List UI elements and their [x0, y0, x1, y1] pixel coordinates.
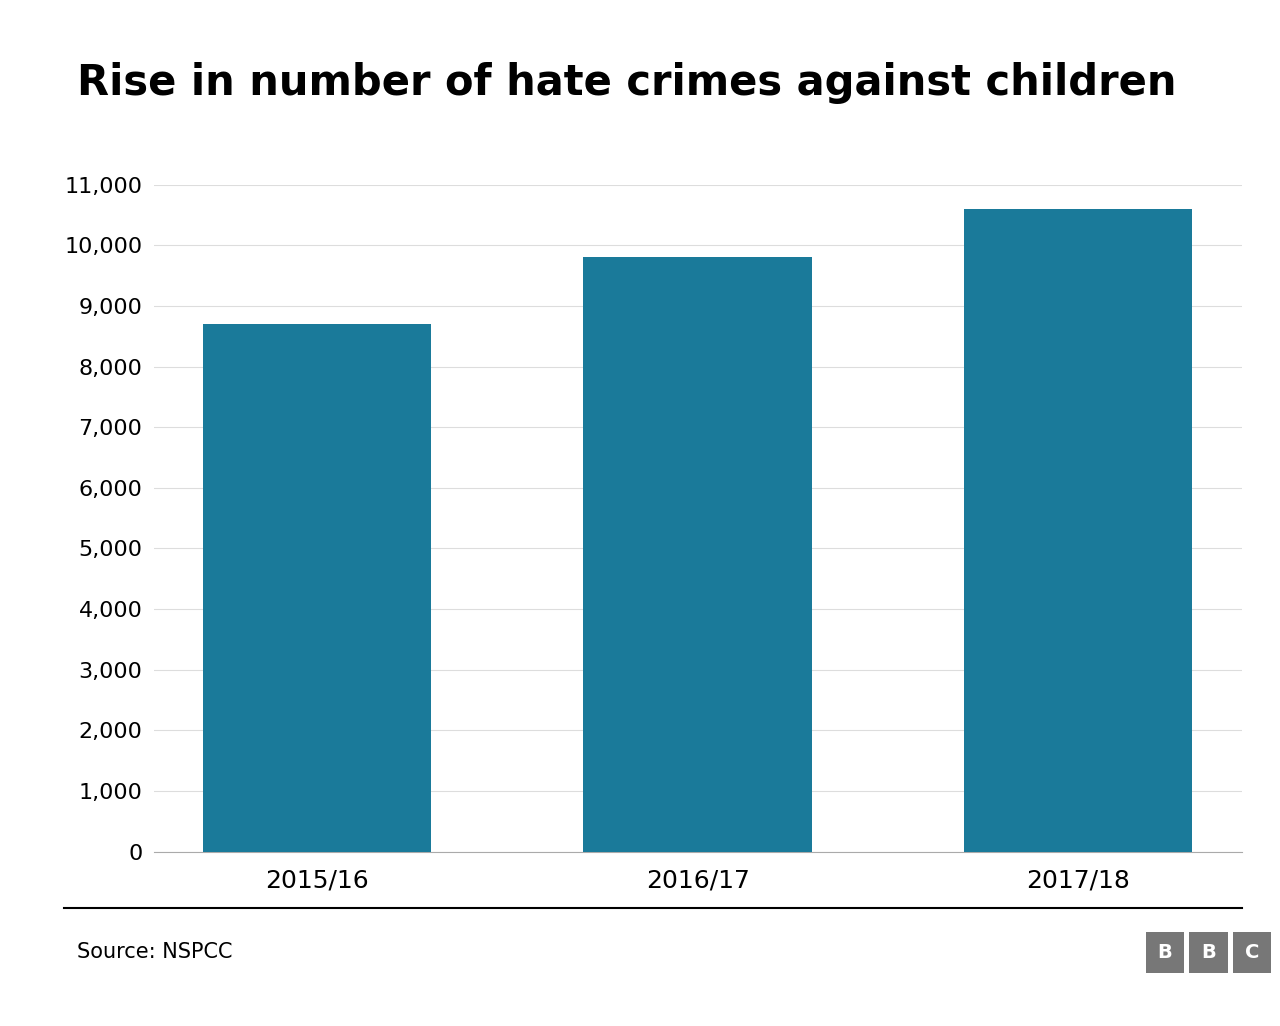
Text: Source: NSPCC: Source: NSPCC	[77, 942, 232, 962]
Text: Rise in number of hate crimes against children: Rise in number of hate crimes against ch…	[77, 62, 1176, 104]
Text: B: B	[1201, 943, 1216, 961]
Bar	[584, 258, 812, 852]
Text: C: C	[1244, 943, 1260, 961]
Bar	[964, 209, 1192, 852]
Bar	[204, 324, 431, 852]
Text: B: B	[1157, 943, 1172, 961]
